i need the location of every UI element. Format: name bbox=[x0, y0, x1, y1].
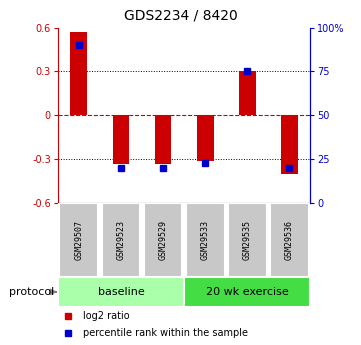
Text: GSM29533: GSM29533 bbox=[201, 220, 210, 260]
Text: log2 ratio: log2 ratio bbox=[83, 310, 130, 321]
Bar bbox=[101, 203, 140, 277]
Bar bbox=[197, 115, 214, 161]
Text: GSM29529: GSM29529 bbox=[158, 220, 168, 260]
Bar bbox=[184, 277, 310, 307]
Bar bbox=[239, 71, 256, 115]
Bar bbox=[228, 203, 267, 277]
Bar bbox=[70, 32, 87, 115]
Bar bbox=[155, 115, 171, 164]
Text: GSM29523: GSM29523 bbox=[117, 220, 125, 260]
Text: GSM29507: GSM29507 bbox=[74, 220, 83, 260]
Text: 20 wk exercise: 20 wk exercise bbox=[206, 287, 289, 297]
Bar bbox=[186, 203, 225, 277]
Text: GSM29535: GSM29535 bbox=[243, 220, 252, 260]
Text: GSM29536: GSM29536 bbox=[285, 220, 294, 260]
Text: percentile rank within the sample: percentile rank within the sample bbox=[83, 328, 248, 338]
Text: baseline: baseline bbox=[97, 287, 144, 297]
Bar bbox=[144, 203, 182, 277]
Bar bbox=[58, 277, 184, 307]
Bar bbox=[281, 115, 298, 174]
Text: protocol: protocol bbox=[9, 287, 54, 297]
Bar bbox=[113, 115, 129, 164]
Bar bbox=[60, 203, 98, 277]
Bar bbox=[270, 203, 309, 277]
Text: GDS2234 / 8420: GDS2234 / 8420 bbox=[123, 9, 238, 23]
